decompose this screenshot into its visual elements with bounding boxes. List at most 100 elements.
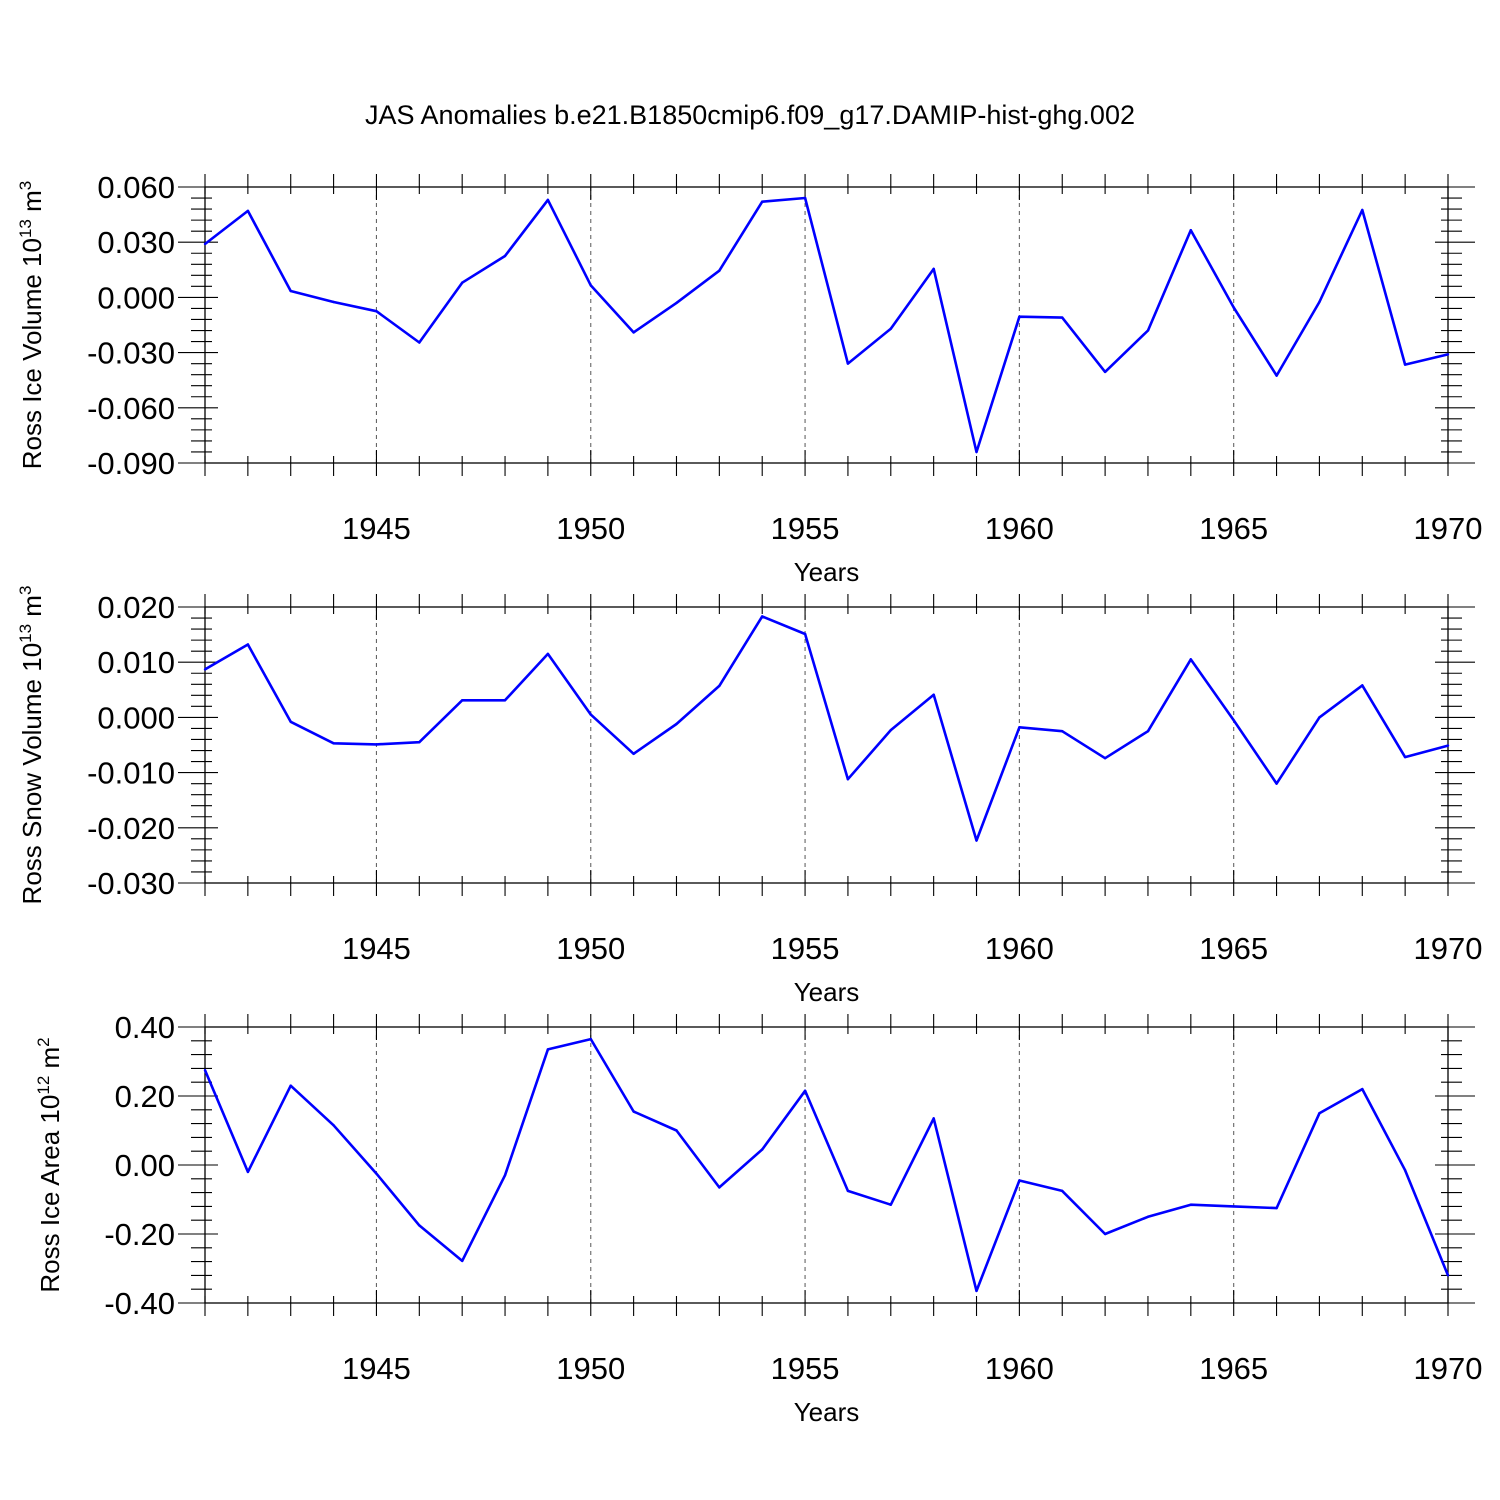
snow-volume-y-tick-label: -0.010: [87, 756, 175, 791]
snow-volume-data-point: [1018, 726, 1021, 729]
ice-area-data-point: [418, 1224, 421, 1227]
ice-area-x-tick-label: 1965: [1199, 1351, 1268, 1386]
ice-volume-y-tick-label: -0.090: [87, 446, 175, 481]
ice-area-data-point: [375, 1172, 378, 1175]
ice-area-x-tick-label: 1950: [556, 1351, 625, 1386]
ice-volume-data-point: [846, 362, 850, 365]
snow-volume-y-tick-label: -0.020: [87, 811, 175, 846]
ice-area-series-line: [203, 1037, 1450, 1293]
ice-volume-y-tick-label: -0.060: [87, 391, 175, 426]
snow-volume-data-point: [889, 728, 892, 732]
ice-area-data-point: [1018, 1179, 1021, 1182]
snow-volume-data-point: [718, 684, 721, 688]
ice-area-y-tick-label: 0.20: [115, 1079, 175, 1114]
snow-volume-x-tick-label: 1955: [771, 931, 840, 966]
ice-area-data-point: [1446, 1274, 1450, 1277]
ice-volume-y-tick-label: -0.030: [87, 336, 175, 371]
ice-volume-series-line: [204, 196, 1449, 454]
ice-volume-x-tick-label: 1960: [985, 511, 1054, 546]
ice-volume-data-point: [289, 289, 292, 293]
ice-area-data-point: [1275, 1206, 1278, 1210]
panel-ice-volume: 1945 1950 1955 1960 1965 1970 0.060 0.030 0.000 -…: [16, 170, 1482, 587]
ice-volume-data-point: [546, 198, 550, 202]
snow-volume-plot-frame: [204, 606, 1449, 884]
snow-volume-data-point: [632, 752, 635, 755]
ice-volume-x-tick-label: 1970: [1414, 511, 1483, 546]
ice-area-data-point: [889, 1203, 892, 1206]
ice-volume-data-point: [1146, 329, 1150, 332]
ice-volume-data-point: [932, 267, 935, 271]
snow-volume-data-point: [1361, 684, 1364, 687]
ice-volume-x-tick-label: 1955: [771, 511, 840, 546]
ice-area-y-tick-label: 0.40: [115, 1010, 175, 1045]
snow-volume-data-point: [761, 615, 764, 618]
ice-area-x-tick-label: 1970: [1414, 1351, 1483, 1386]
figure-title: JAS Anomalies b.e21.B1850cmip6.f09_g17.D…: [365, 100, 1135, 130]
ice-area-data-point: [675, 1129, 678, 1132]
ice-volume-x-axis-label: Years: [794, 557, 860, 587]
ice-area-data-point: [1146, 1215, 1150, 1219]
snow-volume-y-tick-label: 0.000: [97, 700, 175, 735]
ice-area-data-point: [461, 1259, 464, 1263]
ice-volume-data-point: [503, 254, 507, 258]
ice-area-data-point: [803, 1089, 807, 1093]
snow-volume-x-tick-label: 1965: [1199, 931, 1268, 966]
ice-area-x-tick-label: 1960: [985, 1351, 1054, 1386]
ice-volume-data-point: [889, 327, 892, 330]
ice-volume-data-point: [761, 200, 764, 203]
ice-area-data-point: [846, 1189, 850, 1193]
snow-volume-x-tick-label: 1970: [1414, 931, 1483, 966]
ice-volume-plot-frame: [204, 186, 1449, 464]
ice-area-data-point: [1232, 1205, 1235, 1208]
ice-area-x-tick-label: 1955: [771, 1351, 840, 1386]
ice-volume-x-tick-label: 1965: [1199, 511, 1268, 546]
ice-area-data-point: [1189, 1203, 1193, 1206]
snow-volume-data-point: [332, 742, 335, 745]
snow-volume-data-point: [1061, 730, 1064, 733]
ice-area-plot-frame: [204, 1026, 1449, 1304]
snow-volume-x-axis-label: Years: [794, 977, 860, 1007]
snow-volume-y-axis-label: Ross Snow Volume 1013 m3: [16, 586, 47, 905]
ice-volume-data-point: [1061, 316, 1064, 319]
ice-volume-data-point: [718, 269, 721, 272]
ice-volume-data-point: [589, 284, 592, 287]
snow-volume-x-tick-label: 1945: [342, 931, 411, 966]
snow-volume-data-point: [675, 722, 678, 726]
ice-area-x-axis-label: Years: [794, 1397, 860, 1427]
ice-volume-y-tick-label: 0.060: [97, 170, 175, 205]
ice-volume-data-point: [375, 310, 378, 313]
ice-volume-data-point: [1318, 300, 1321, 304]
ice-area-data-point: [332, 1124, 335, 1127]
ice-volume-x-tick-label: 1945: [342, 511, 411, 546]
ice-volume-data-point: [1103, 370, 1107, 374]
ice-volume-data-point: [1403, 363, 1407, 366]
snow-volume-data-point: [1275, 782, 1278, 785]
snow-volume-data-point: [546, 652, 550, 656]
ice-volume-data-point: [675, 301, 678, 305]
ice-volume-y-tick-label: 0.000: [97, 280, 175, 315]
snow-volume-data-point: [246, 643, 250, 646]
ice-area-data-point: [632, 1110, 635, 1113]
ice-volume-data-point: [975, 450, 978, 454]
snow-volume-data-point: [418, 741, 421, 744]
snow-volume-data-point: [1189, 658, 1193, 661]
ice-volume-data-point: [203, 242, 207, 246]
snow-volume-data-point: [1318, 716, 1321, 719]
ice-volume-x-tick-label: 1950: [556, 511, 625, 546]
ice-area-y-tick-label: 0.00: [115, 1148, 175, 1183]
snow-volume-data-point: [1232, 719, 1235, 722]
snow-volume-data-point: [203, 668, 207, 671]
ice-area-data-point: [932, 1117, 935, 1120]
snow-volume-data-point: [589, 713, 592, 716]
ice-area-data-point: [1361, 1087, 1364, 1091]
snow-volume-data-point: [1446, 744, 1450, 747]
snow-volume-data-point: [846, 778, 850, 781]
ice-area-y-axis-label: Ross Ice Area 1012 m2: [34, 1037, 65, 1292]
ice-area-y-tick-label: -0.20: [104, 1217, 175, 1252]
ice-area-data-point: [289, 1084, 292, 1087]
ice-area-x-tick-label: 1945: [342, 1351, 411, 1386]
panel-snow-volume: 1945 1950 1955 1960 1965 1970 0.020 0.010 0.000 -…: [16, 586, 1482, 1007]
ice-volume-y-axis-label: Ross Ice Volume 1013 m3: [16, 181, 47, 470]
ice-volume-data-point: [1232, 306, 1235, 309]
